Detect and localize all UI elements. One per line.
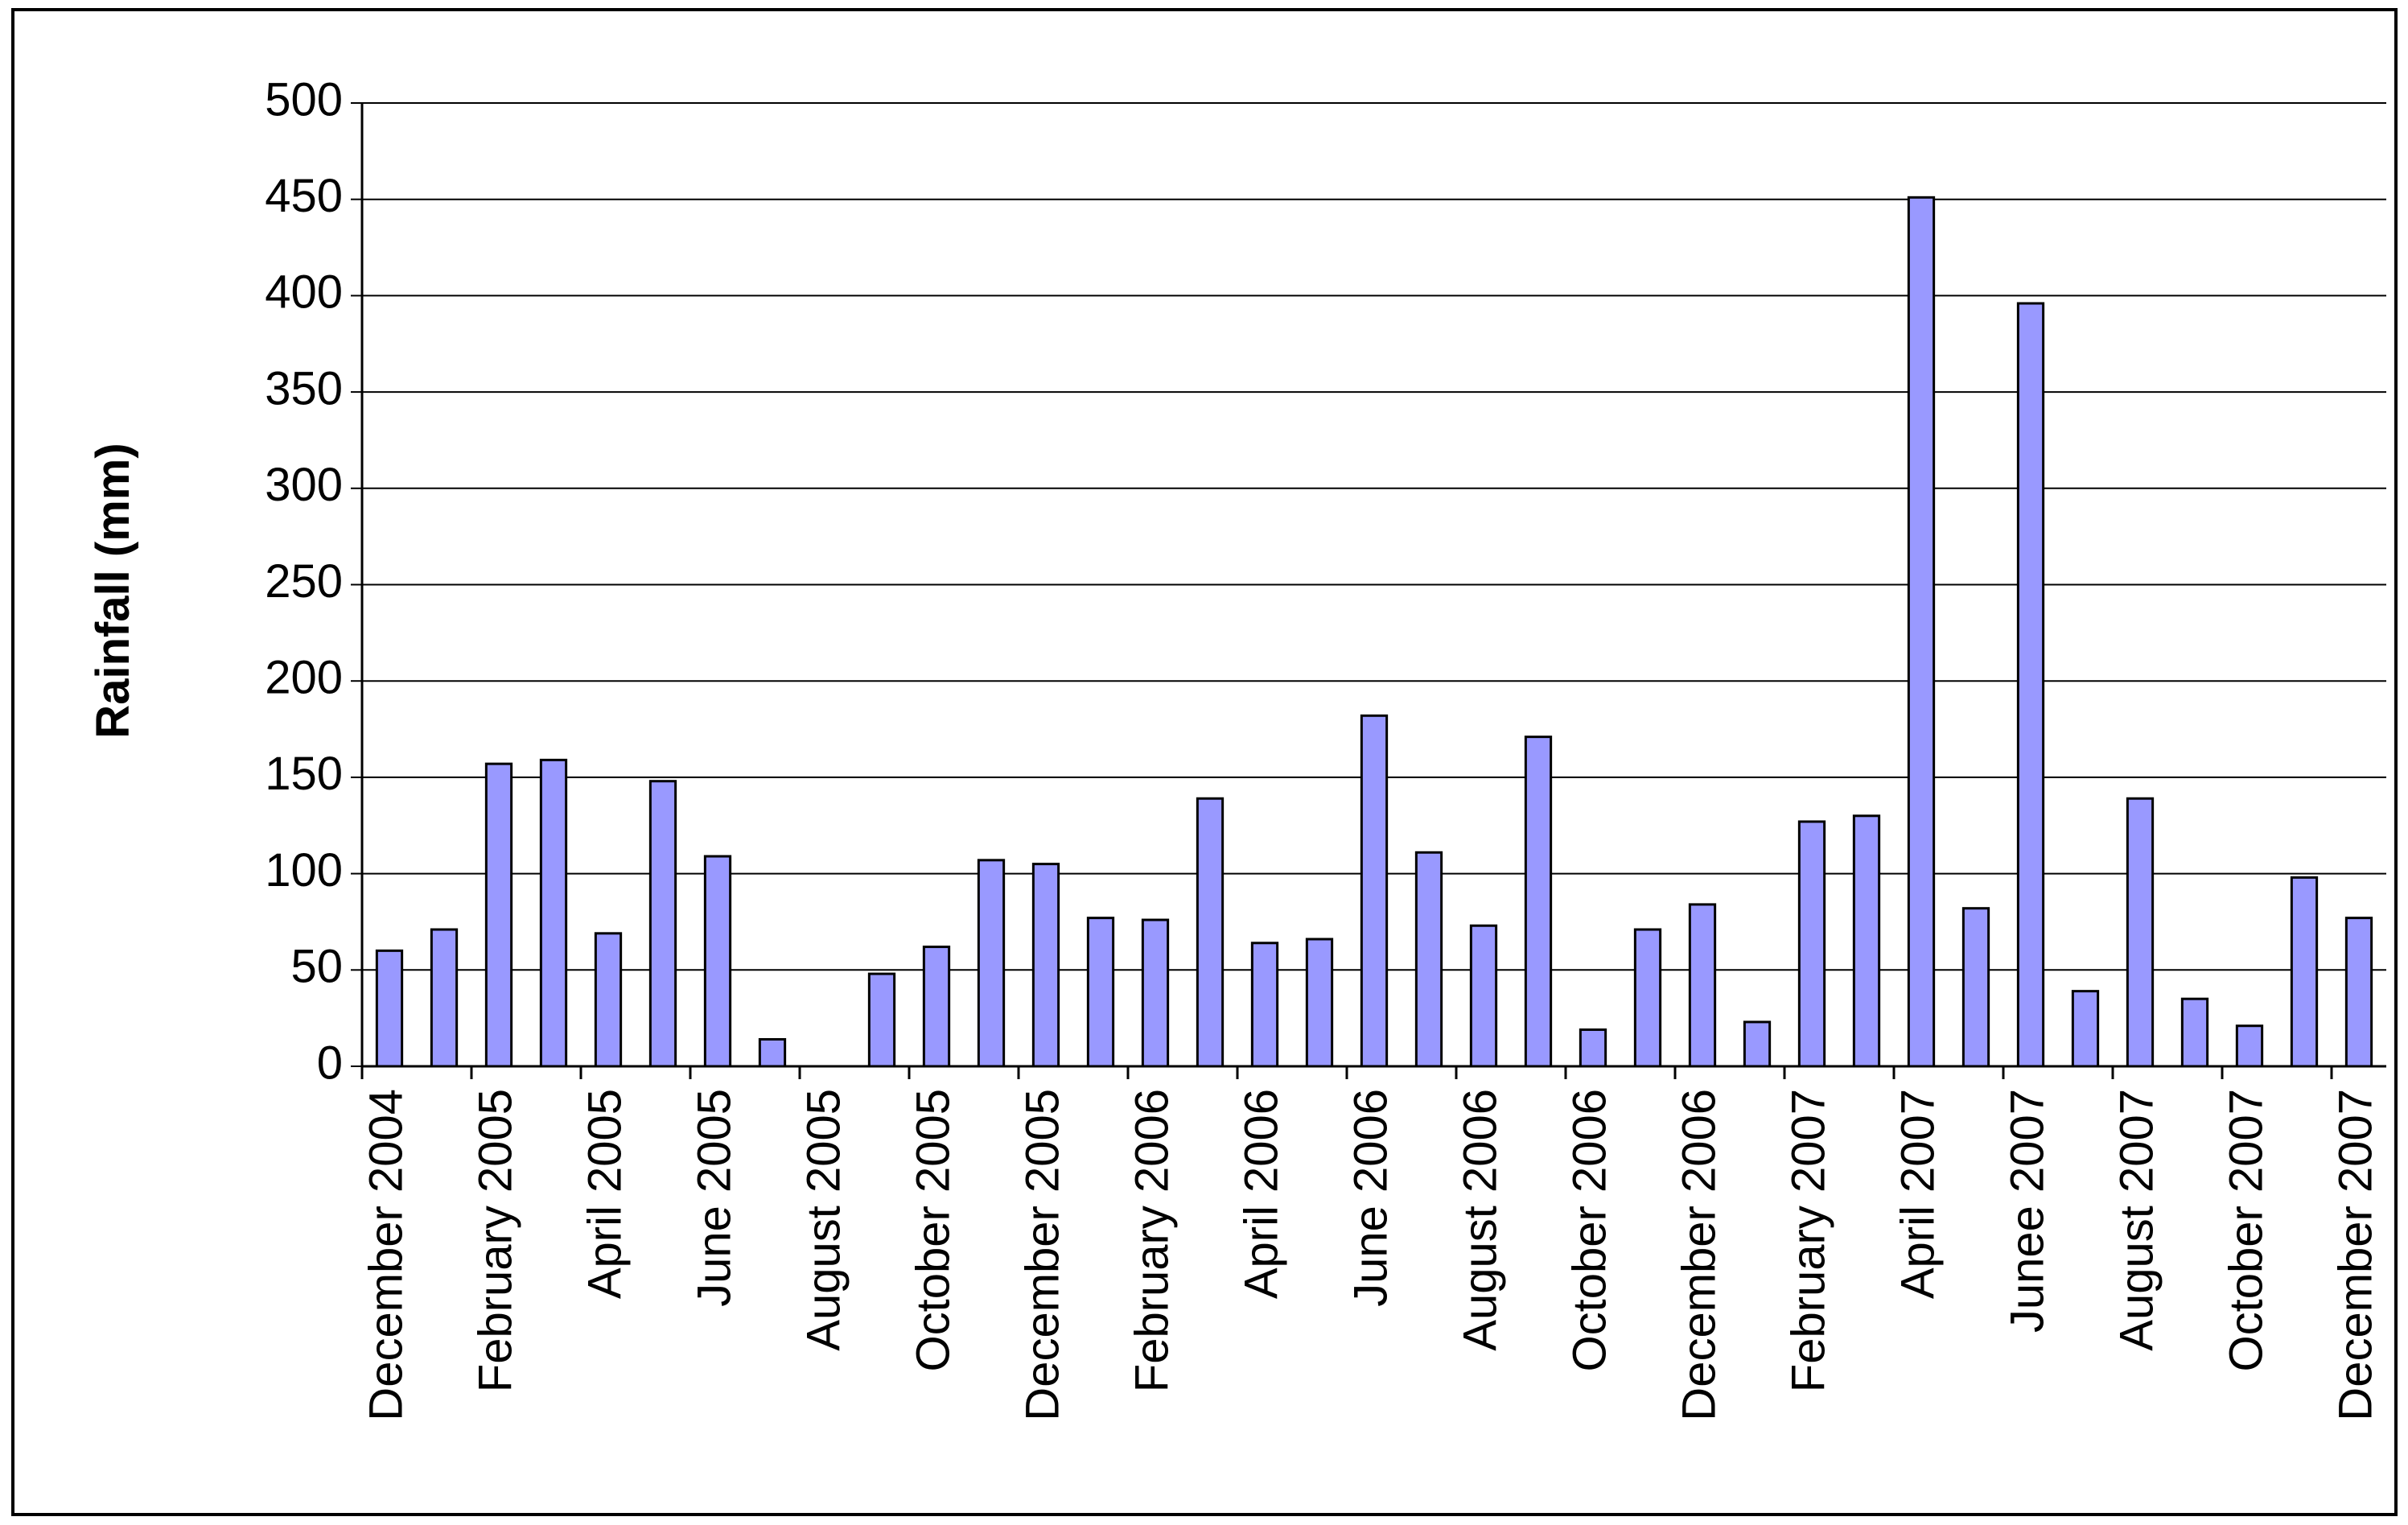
bar bbox=[1031, 863, 1060, 1068]
bar bbox=[1086, 917, 1115, 1068]
bar bbox=[1414, 851, 1443, 1068]
x-tick-label: February 2007 bbox=[1782, 1089, 1834, 1392]
x-tick-label: April 2007 bbox=[1891, 1089, 1944, 1299]
x-tick-label: February 2005 bbox=[469, 1089, 521, 1392]
x-tick-label: August 2007 bbox=[2110, 1089, 2163, 1351]
bar bbox=[375, 949, 404, 1068]
x-tick-label: April 2005 bbox=[578, 1089, 631, 1299]
x-tick-label: December 2005 bbox=[1016, 1089, 1068, 1421]
bar bbox=[430, 928, 459, 1068]
x-tick-label: October 2007 bbox=[2220, 1089, 2272, 1371]
bar bbox=[1961, 907, 1990, 1068]
bar bbox=[758, 1037, 787, 1068]
bar bbox=[1141, 918, 1170, 1068]
bar bbox=[594, 932, 623, 1068]
bar bbox=[867, 972, 896, 1068]
bar bbox=[1688, 903, 1717, 1068]
bar bbox=[1196, 797, 1225, 1068]
bar bbox=[1852, 814, 1881, 1068]
bar bbox=[2071, 990, 2100, 1068]
bar bbox=[2180, 997, 2209, 1068]
y-tick-label: 250 bbox=[265, 555, 343, 608]
bar bbox=[1797, 820, 1826, 1068]
bar bbox=[648, 780, 677, 1068]
bar bbox=[1633, 928, 1662, 1068]
bar bbox=[1305, 938, 1334, 1068]
bar bbox=[1579, 1028, 1607, 1068]
bar bbox=[703, 855, 732, 1068]
bar bbox=[2235, 1024, 2264, 1068]
y-tick-label: 100 bbox=[265, 844, 343, 896]
bar bbox=[539, 758, 568, 1068]
y-axis-title: Rainfall (mm) bbox=[87, 443, 139, 738]
y-tick-label: 500 bbox=[265, 73, 343, 126]
x-tick-label: February 2006 bbox=[1126, 1089, 1178, 1392]
bar bbox=[1743, 1020, 1772, 1068]
y-tick-label: 0 bbox=[317, 1037, 343, 1089]
bar bbox=[1250, 942, 1279, 1068]
x-tick-label: October 2005 bbox=[907, 1089, 959, 1371]
y-tick-label: 450 bbox=[265, 170, 343, 222]
x-tick-label: April 2006 bbox=[1235, 1089, 1287, 1299]
y-tick-label: 300 bbox=[265, 459, 343, 511]
bar bbox=[1469, 924, 1498, 1068]
x-tick-label: August 2006 bbox=[1454, 1089, 1506, 1351]
x-tick-label: June 2005 bbox=[688, 1089, 740, 1307]
y-tick-label: 350 bbox=[265, 362, 343, 414]
x-tick-label: August 2005 bbox=[797, 1089, 850, 1351]
x-tick-label: December 2006 bbox=[1673, 1089, 1725, 1421]
bar bbox=[1907, 196, 1936, 1068]
bar bbox=[1360, 714, 1389, 1068]
y-tick-label: 150 bbox=[265, 748, 343, 800]
y-tick-label: 50 bbox=[290, 941, 343, 993]
y-tick-label: 200 bbox=[265, 652, 343, 704]
bar bbox=[922, 946, 951, 1068]
chart-border bbox=[11, 8, 2398, 1516]
x-tick-label: June 2006 bbox=[1344, 1089, 1397, 1307]
bar bbox=[2016, 302, 2045, 1068]
bar bbox=[2126, 797, 2155, 1068]
bar bbox=[1524, 736, 1553, 1068]
x-tick-label: December 2004 bbox=[360, 1089, 412, 1421]
y-tick-label: 400 bbox=[265, 266, 343, 319]
bar bbox=[2290, 876, 2319, 1068]
x-tick-label: October 2006 bbox=[1563, 1089, 1616, 1371]
x-tick-label: December 2007 bbox=[2329, 1089, 2381, 1421]
bar bbox=[2344, 917, 2373, 1068]
x-tick-label: Junee 2007 bbox=[2001, 1089, 2053, 1333]
bar bbox=[977, 859, 1006, 1068]
bar bbox=[484, 762, 513, 1068]
